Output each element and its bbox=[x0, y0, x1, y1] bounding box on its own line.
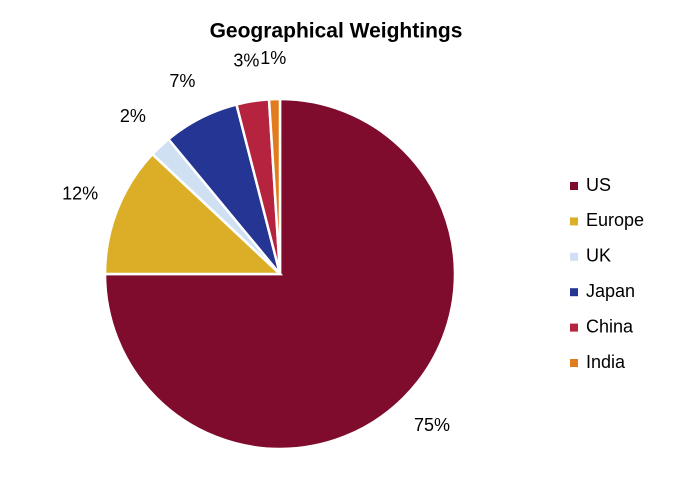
data-label: 12% bbox=[62, 184, 98, 204]
legend-swatch bbox=[570, 217, 578, 226]
legend-swatch bbox=[570, 252, 578, 261]
legend-label: Europe bbox=[586, 210, 644, 230]
data-label: 3% bbox=[233, 50, 259, 70]
legend-label: Japan bbox=[586, 281, 635, 301]
legend-label: India bbox=[586, 352, 626, 372]
legend-label: UK bbox=[586, 246, 611, 266]
legend-label: China bbox=[586, 316, 634, 336]
pie-slice bbox=[267, 97, 282, 275]
legend-swatch bbox=[570, 323, 578, 332]
data-label: 1% bbox=[260, 48, 286, 68]
data-label: 75% bbox=[414, 415, 450, 435]
chart-title: Geographical Weightings bbox=[210, 20, 463, 43]
legend-swatch bbox=[570, 359, 578, 367]
legend-swatch bbox=[570, 182, 578, 190]
legend-label: US bbox=[586, 175, 611, 195]
data-label: 7% bbox=[169, 71, 195, 91]
pie-slice bbox=[103, 152, 284, 276]
data-label: 2% bbox=[120, 106, 146, 126]
legend-swatch bbox=[570, 288, 578, 297]
